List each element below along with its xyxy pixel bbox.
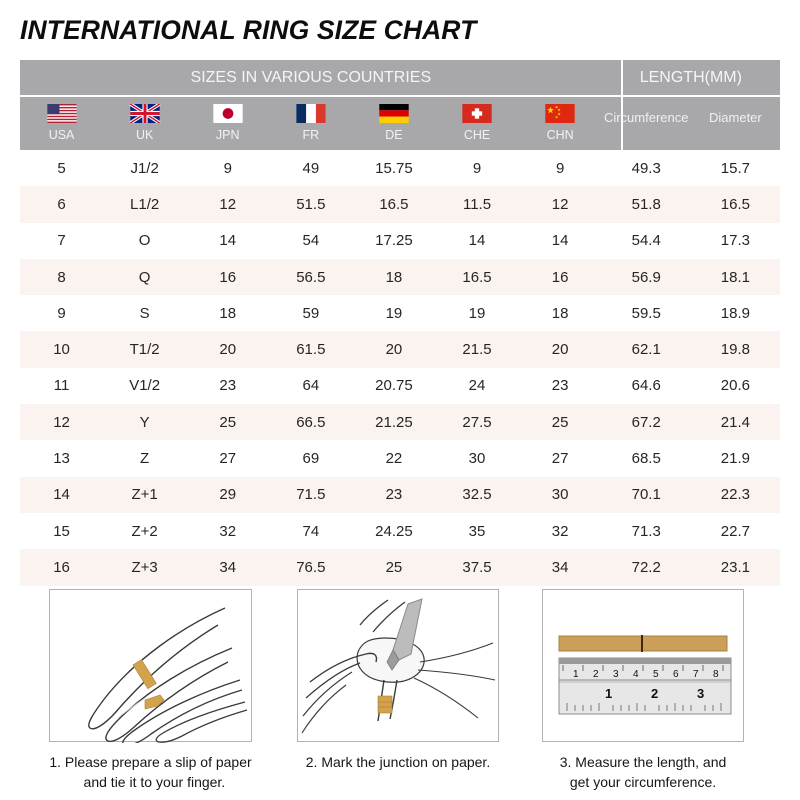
svg-text:1: 1 <box>573 669 579 680</box>
svg-text:3: 3 <box>697 686 704 701</box>
svg-text:7: 7 <box>693 669 699 680</box>
svg-text:1: 1 <box>605 686 612 701</box>
svg-text:3: 3 <box>613 669 619 680</box>
svg-text:5: 5 <box>653 669 659 680</box>
svg-text:2: 2 <box>593 669 599 680</box>
svg-text:4: 4 <box>633 669 639 680</box>
svg-text:6: 6 <box>673 669 679 680</box>
svg-text:8: 8 <box>713 669 719 680</box>
svg-text:2: 2 <box>651 686 658 701</box>
